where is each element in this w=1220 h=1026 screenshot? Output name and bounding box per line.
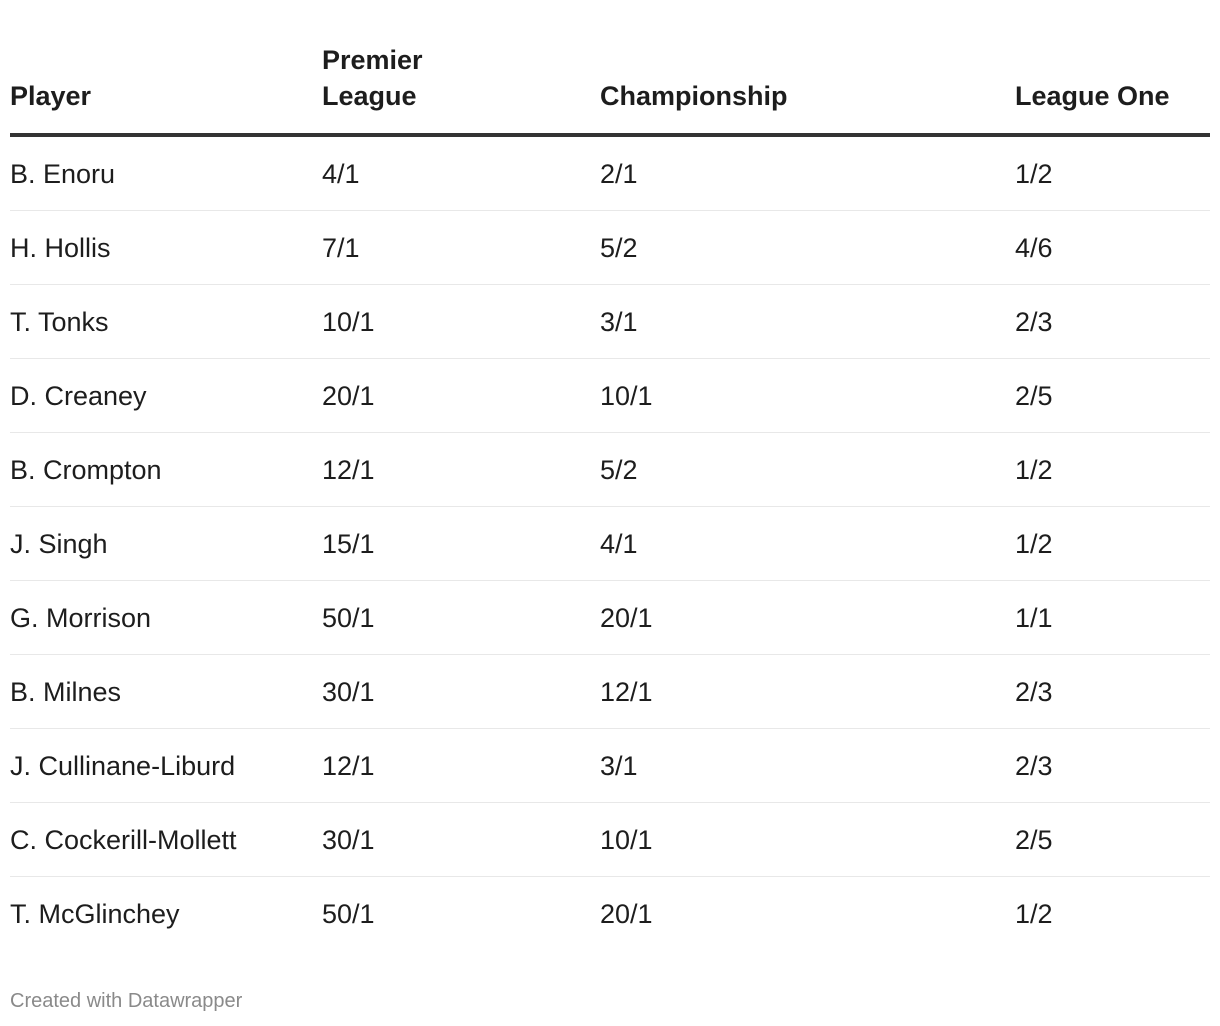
cell-league-one: 2/5 xyxy=(1015,381,1053,411)
cell-league-one: 2/3 xyxy=(1015,751,1053,781)
cell-player: G. Morrison xyxy=(10,603,152,633)
cell-championship: 20/1 xyxy=(600,603,653,633)
cell-league-one: 4/6 xyxy=(1015,233,1053,263)
cell-premier-league: 15/1 xyxy=(322,529,375,559)
cell-premier-league: 30/1 xyxy=(322,677,375,707)
table-row: B. Milnes 30/1 12/1 2/3 xyxy=(10,655,1210,729)
header-league-one[interactable]: League One xyxy=(1015,81,1170,111)
cell-premier-league: 12/1 xyxy=(322,751,375,781)
cell-championship: 5/2 xyxy=(600,233,638,263)
cell-premier-league: 20/1 xyxy=(322,381,375,411)
cell-player: H. Hollis xyxy=(10,233,111,263)
odds-table: Player Premier League Championship Leagu… xyxy=(10,0,1210,950)
header-championship[interactable]: Championship xyxy=(600,81,788,111)
cell-championship: 3/1 xyxy=(600,751,638,781)
table-row: T. Tonks 10/1 3/1 2/3 xyxy=(10,285,1210,359)
cell-championship: 10/1 xyxy=(600,381,653,411)
table-row: B. Crompton 12/1 5/2 1/2 xyxy=(10,433,1210,507)
table-row: T. McGlinchey 50/1 20/1 1/2 xyxy=(10,877,1210,950)
cell-player: J. Cullinane-Liburd xyxy=(10,751,236,781)
cell-player: B. Crompton xyxy=(10,455,162,485)
cell-championship: 5/2 xyxy=(600,455,638,485)
datawrapper-credit[interactable]: Created with Datawrapper xyxy=(10,990,243,1012)
table-row: C. Cockerill-Mollett 30/1 10/1 2/5 xyxy=(10,803,1210,877)
header-player[interactable]: Player xyxy=(10,81,92,111)
cell-league-one: 2/5 xyxy=(1015,825,1053,855)
table-row: D. Creaney 20/1 10/1 2/5 xyxy=(10,359,1210,433)
table-row: B. Enoru 4/1 2/1 1/2 xyxy=(10,137,1210,211)
cell-premier-league: 4/1 xyxy=(322,159,360,189)
cell-player: B. Milnes xyxy=(10,677,122,707)
cell-championship: 12/1 xyxy=(600,677,653,707)
cell-player: C. Cockerill-Mollett xyxy=(10,825,237,855)
cell-championship: 4/1 xyxy=(600,529,638,559)
cell-championship: 20/1 xyxy=(600,899,653,929)
cell-player: T. McGlinchey xyxy=(10,899,180,929)
cell-league-one: 2/3 xyxy=(1015,677,1053,707)
table-row: J. Singh 15/1 4/1 1/2 xyxy=(10,507,1210,581)
table-row: H. Hollis 7/1 5/2 4/6 xyxy=(10,211,1210,285)
cell-premier-league: 50/1 xyxy=(322,603,375,633)
cell-premier-league: 7/1 xyxy=(322,233,360,263)
cell-premier-league: 10/1 xyxy=(322,307,375,337)
cell-league-one: 1/2 xyxy=(1015,529,1053,559)
cell-league-one: 1/1 xyxy=(1015,603,1053,633)
cell-league-one: 1/2 xyxy=(1015,455,1053,485)
table-header: Player Premier League Championship Leagu… xyxy=(10,0,1210,137)
header-premier-league[interactable]: Premier League xyxy=(322,45,423,111)
table-body: B. Enoru 4/1 2/1 1/2 H. Hollis 7/1 5/2 4/6 T. To… xyxy=(10,137,1210,950)
cell-championship: 2/1 xyxy=(600,159,638,189)
cell-league-one: 1/2 xyxy=(1015,899,1053,929)
table-row: J. Cullinane-Liburd 12/1 3/1 2/3 xyxy=(10,729,1210,803)
cell-player: D. Creaney xyxy=(10,381,147,411)
cell-player: J. Singh xyxy=(10,529,108,559)
table-row: G. Morrison 50/1 20/1 1/1 xyxy=(10,581,1210,655)
cell-premier-league: 12/1 xyxy=(322,455,375,485)
cell-premier-league: 30/1 xyxy=(322,825,375,855)
cell-championship: 10/1 xyxy=(600,825,653,855)
cell-premier-league: 50/1 xyxy=(322,899,375,929)
cell-league-one: 1/2 xyxy=(1015,159,1053,189)
cell-player: B. Enoru xyxy=(10,159,116,189)
cell-player: T. Tonks xyxy=(10,307,109,337)
cell-championship: 3/1 xyxy=(600,307,638,337)
cell-league-one: 2/3 xyxy=(1015,307,1053,337)
